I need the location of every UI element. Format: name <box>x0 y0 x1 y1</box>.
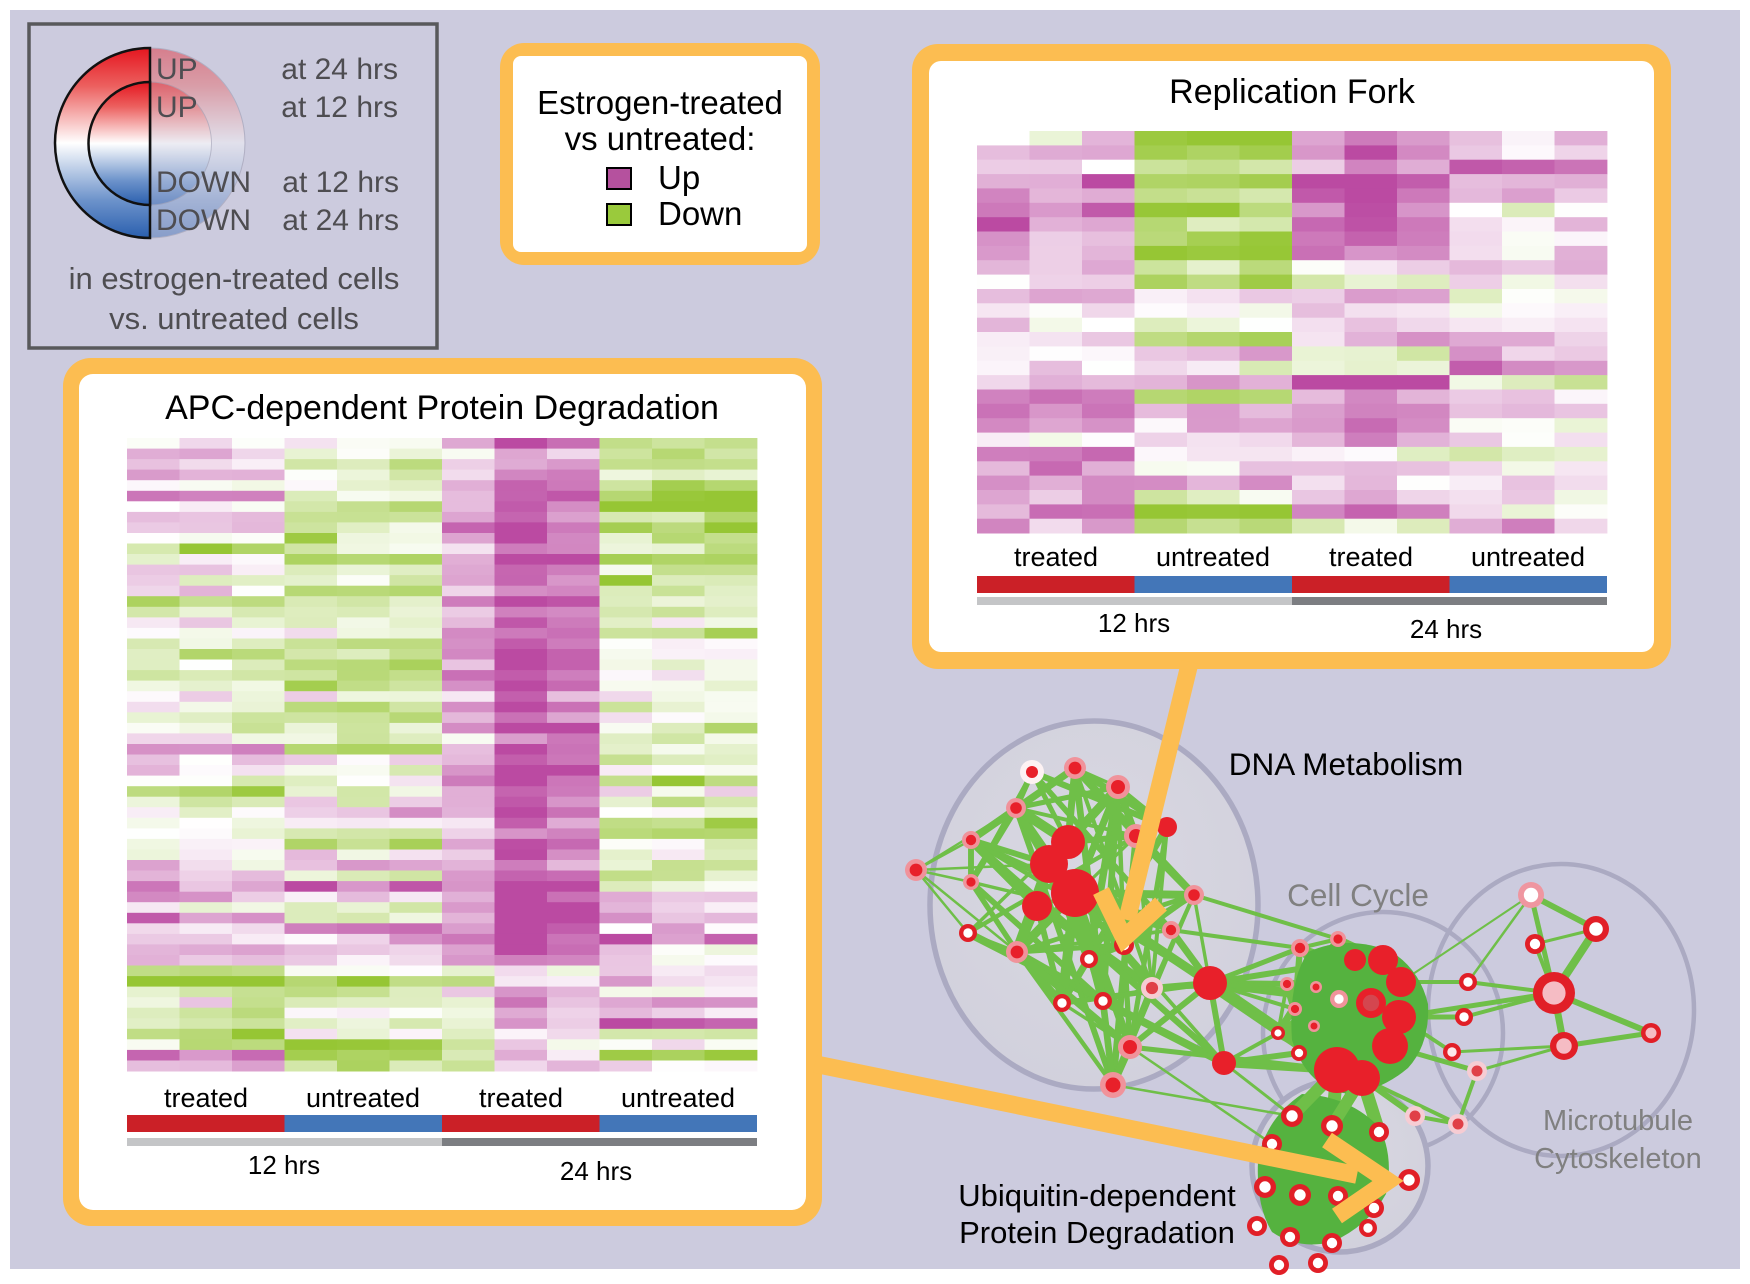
svg-text:Replication Fork: Replication Fork <box>1169 73 1416 111</box>
svg-text:treated: treated <box>1014 542 1098 572</box>
svg-text:12 hrs: 12 hrs <box>1098 608 1170 638</box>
svg-text:treated: treated <box>479 1083 563 1113</box>
svg-text:untreated: untreated <box>306 1083 420 1113</box>
svg-text:Ubiquitin-dependent: Ubiquitin-dependent <box>958 1178 1236 1213</box>
svg-text:untreated: untreated <box>621 1083 735 1113</box>
svg-text:APC-dependent Protein Degradat: APC-dependent Protein Degradation <box>165 389 719 427</box>
svg-text:in estrogen-treated cells: in estrogen-treated cells <box>69 261 400 296</box>
svg-text:vs untreated:: vs untreated: <box>565 120 756 157</box>
svg-text:DOWN: DOWN <box>156 204 251 237</box>
svg-text:Down: Down <box>658 195 742 232</box>
svg-text:at 24 hrs: at 24 hrs <box>282 204 399 237</box>
svg-text:untreated: untreated <box>1156 542 1270 572</box>
svg-text:vs. untreated cells: vs. untreated cells <box>109 301 359 336</box>
svg-text:Protein Degradation: Protein Degradation <box>959 1215 1235 1250</box>
svg-text:at 12 hrs: at 12 hrs <box>281 91 398 124</box>
svg-text:treated: treated <box>164 1083 248 1113</box>
svg-text:at 24 hrs: at 24 hrs <box>281 53 398 86</box>
svg-text:24 hrs: 24 hrs <box>1410 614 1482 644</box>
svg-text:24 hrs: 24 hrs <box>560 1156 632 1186</box>
svg-text:untreated: untreated <box>1471 542 1585 572</box>
svg-text:treated: treated <box>1329 542 1413 572</box>
svg-text:Cell Cycle: Cell Cycle <box>1287 877 1429 913</box>
svg-text:Cytoskeleton: Cytoskeleton <box>1534 1143 1702 1175</box>
svg-text:at 12 hrs: at 12 hrs <box>282 166 399 199</box>
svg-text:DOWN: DOWN <box>156 166 251 199</box>
svg-text:UP: UP <box>156 91 198 124</box>
svg-text:Microtubule: Microtubule <box>1543 1105 1693 1137</box>
svg-text:12 hrs: 12 hrs <box>248 1150 320 1180</box>
svg-text:Estrogen-treated: Estrogen-treated <box>537 84 783 121</box>
svg-text:DNA Metabolism: DNA Metabolism <box>1229 746 1464 782</box>
svg-text:UP: UP <box>156 53 198 86</box>
svg-text:Up: Up <box>658 159 700 196</box>
